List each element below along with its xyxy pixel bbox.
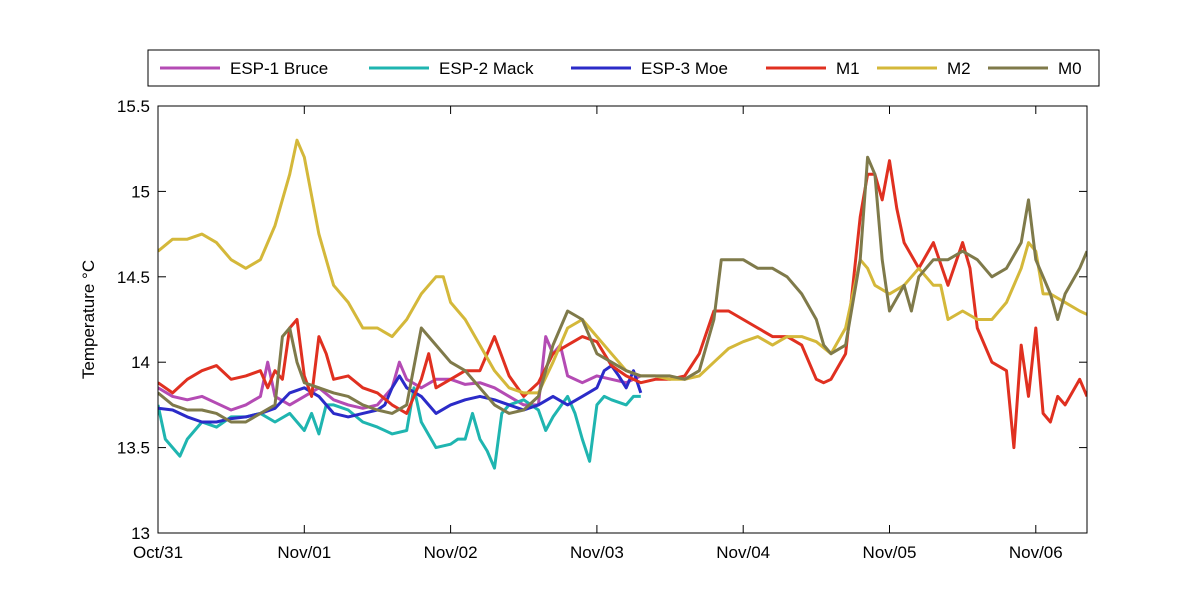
- x-tick-label: Nov/04: [716, 543, 770, 562]
- series-line-m0: [158, 155, 1087, 424]
- legend-label-m2: M2: [947, 59, 971, 78]
- plot-background: [158, 106, 1087, 533]
- legend-label-m0: M0: [1058, 59, 1082, 78]
- y-tick-label: 13.5: [117, 439, 150, 458]
- series-layer: [158, 138, 1087, 470]
- legend-label-esp-2-mack: ESP-2 Mack: [439, 59, 534, 78]
- series-line-esp-1-bruce: [158, 335, 642, 412]
- plot-area: [158, 106, 1087, 533]
- series-line-m1: [158, 159, 1087, 450]
- series-line-esp-3-moe: [158, 364, 643, 424]
- x-tick-label: Oct/31: [133, 543, 183, 562]
- legend-label-m1: M1: [836, 59, 860, 78]
- y-tick-label: 15: [131, 182, 150, 201]
- y-tick-label: 14: [131, 353, 150, 372]
- legend-label-esp-1-bruce: ESP-1 Bruce: [230, 59, 328, 78]
- y-axis-label: Temperature °C: [79, 260, 98, 379]
- x-tick-label: Nov/03: [570, 543, 624, 562]
- y-tick-label: 13: [131, 524, 150, 543]
- x-tick-label: Nov/05: [863, 543, 917, 562]
- axes-frame: [157, 105, 1088, 534]
- y-tick-label: 14.5: [117, 268, 150, 287]
- legend: ESP-1 Bruce ESP-2 Mack ESP-3 Moe M1 M2 M0: [147, 49, 1100, 87]
- axes-layer: Oct/31 Nov/01 Nov/02 Nov/03 Nov/04 Nov/05 Nov/…: [117, 97, 1088, 562]
- legend-label-esp-3-moe: ESP-3 Moe: [641, 59, 728, 78]
- y-tick-label: 15.5: [117, 97, 150, 116]
- x-tick-label: Nov/01: [277, 543, 331, 562]
- x-tick-label: Nov/06: [1009, 543, 1063, 562]
- x-tick-label: Nov/02: [424, 543, 478, 562]
